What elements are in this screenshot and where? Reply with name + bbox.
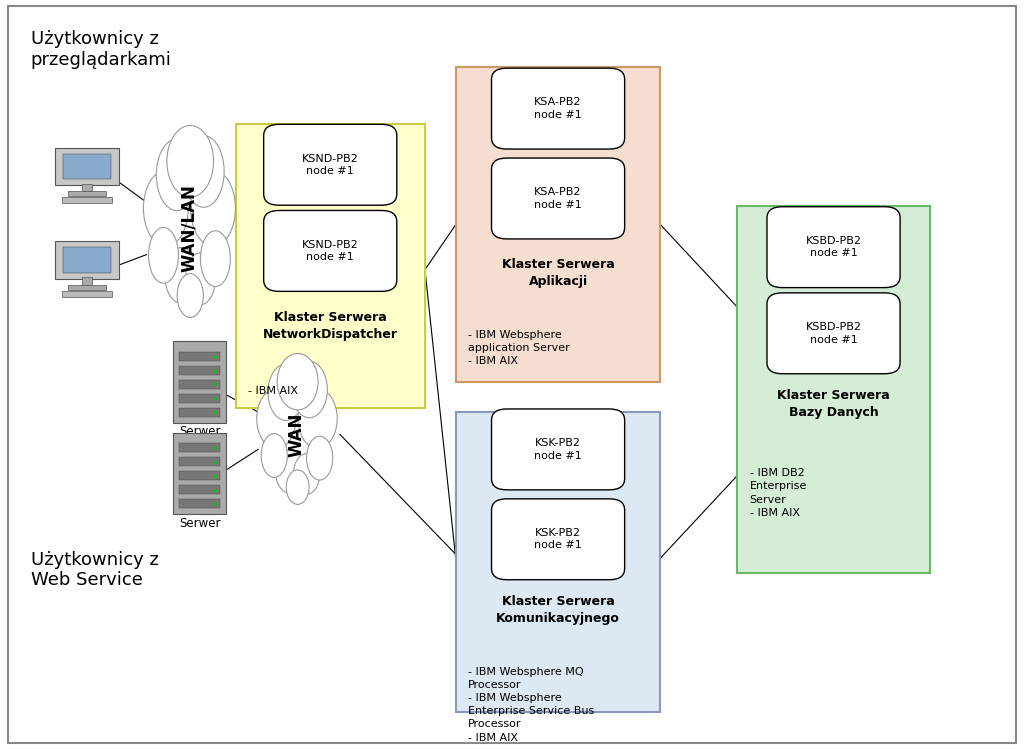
FancyBboxPatch shape bbox=[264, 124, 397, 205]
Bar bbox=[179, 407, 220, 416]
FancyBboxPatch shape bbox=[63, 247, 111, 273]
FancyBboxPatch shape bbox=[492, 68, 625, 149]
Ellipse shape bbox=[183, 136, 224, 207]
Ellipse shape bbox=[275, 449, 305, 494]
Ellipse shape bbox=[268, 364, 304, 420]
Text: - IBM AIX: - IBM AIX bbox=[248, 386, 298, 395]
Ellipse shape bbox=[156, 171, 223, 286]
Ellipse shape bbox=[185, 253, 215, 305]
Bar bbox=[179, 366, 220, 375]
Text: Klaster Serwera
Komunikacyjnego: Klaster Serwera Komunikacyjnego bbox=[497, 595, 620, 625]
Ellipse shape bbox=[143, 171, 188, 246]
Text: Klaster Serwera
Aplikacji: Klaster Serwera Aplikacji bbox=[502, 258, 614, 288]
Bar bbox=[68, 191, 106, 196]
Ellipse shape bbox=[157, 139, 198, 210]
Text: Użytkownicy z
przeglądarkami: Użytkownicy z przeglądarkami bbox=[31, 30, 172, 69]
Text: KSK-PB2
node #1: KSK-PB2 node #1 bbox=[535, 438, 582, 461]
Text: WAN: WAN bbox=[288, 412, 306, 457]
Bar bbox=[179, 352, 220, 361]
Text: KSK-PB2
node #1: KSK-PB2 node #1 bbox=[535, 528, 582, 551]
Bar bbox=[82, 184, 92, 191]
FancyBboxPatch shape bbox=[55, 241, 119, 279]
Ellipse shape bbox=[257, 389, 296, 449]
Ellipse shape bbox=[261, 434, 288, 477]
Ellipse shape bbox=[267, 389, 327, 480]
Ellipse shape bbox=[167, 126, 214, 197]
Text: KSA-PB2
node #1: KSA-PB2 node #1 bbox=[535, 97, 582, 120]
Text: - IBM Websphere MQ
Processor
- IBM Websphere
Enterprise Service Bus
Processor
- : - IBM Websphere MQ Processor - IBM Websp… bbox=[468, 667, 594, 742]
Ellipse shape bbox=[286, 470, 309, 504]
Text: KSND-PB2
node #1: KSND-PB2 node #1 bbox=[302, 154, 358, 176]
Bar bbox=[179, 458, 220, 467]
Ellipse shape bbox=[177, 273, 204, 318]
Text: KSA-PB2
node #1: KSA-PB2 node #1 bbox=[535, 187, 582, 210]
Text: - IBM DB2
Enterprise
Server
- IBM AIX: - IBM DB2 Enterprise Server - IBM AIX bbox=[750, 468, 807, 518]
Ellipse shape bbox=[294, 454, 319, 494]
Ellipse shape bbox=[292, 362, 328, 418]
Bar bbox=[179, 394, 220, 403]
Bar bbox=[179, 380, 220, 389]
Ellipse shape bbox=[190, 171, 236, 246]
Ellipse shape bbox=[278, 354, 318, 410]
FancyBboxPatch shape bbox=[767, 293, 900, 374]
FancyBboxPatch shape bbox=[236, 124, 425, 408]
Ellipse shape bbox=[165, 247, 199, 303]
FancyBboxPatch shape bbox=[63, 154, 111, 179]
FancyBboxPatch shape bbox=[492, 499, 625, 580]
FancyBboxPatch shape bbox=[456, 67, 660, 382]
Bar bbox=[179, 499, 220, 508]
Text: KSND-PB2
node #1: KSND-PB2 node #1 bbox=[302, 240, 358, 262]
Ellipse shape bbox=[306, 436, 333, 480]
Text: KSBD-PB2
node #1: KSBD-PB2 node #1 bbox=[806, 236, 861, 258]
Bar bbox=[179, 471, 220, 480]
Text: Serwer: Serwer bbox=[179, 425, 220, 438]
Text: WAN/LAN: WAN/LAN bbox=[180, 184, 199, 273]
Text: Klaster Serwera
Bazy Danych: Klaster Serwera Bazy Danych bbox=[777, 389, 890, 419]
FancyBboxPatch shape bbox=[767, 207, 900, 288]
Ellipse shape bbox=[201, 231, 230, 287]
Bar bbox=[82, 277, 92, 285]
Bar bbox=[179, 443, 220, 452]
Text: Serwer: Serwer bbox=[179, 517, 220, 530]
FancyBboxPatch shape bbox=[492, 158, 625, 239]
FancyBboxPatch shape bbox=[55, 148, 119, 185]
Text: - IBM Websphere
application Server
- IBM AIX: - IBM Websphere application Server - IBM… bbox=[468, 330, 569, 366]
Bar bbox=[68, 285, 106, 290]
Ellipse shape bbox=[148, 228, 178, 283]
FancyBboxPatch shape bbox=[8, 6, 1016, 743]
FancyBboxPatch shape bbox=[173, 342, 226, 422]
Bar bbox=[62, 291, 112, 297]
Text: Użytkownicy z
Web Service: Użytkownicy z Web Service bbox=[31, 551, 159, 589]
Ellipse shape bbox=[298, 389, 337, 449]
Text: KSBD-PB2
node #1: KSBD-PB2 node #1 bbox=[806, 322, 861, 345]
Text: Klaster Serwera
NetworkDispatcher: Klaster Serwera NetworkDispatcher bbox=[263, 311, 397, 341]
FancyBboxPatch shape bbox=[456, 412, 660, 712]
FancyBboxPatch shape bbox=[492, 409, 625, 490]
Bar bbox=[62, 197, 112, 203]
FancyBboxPatch shape bbox=[173, 433, 226, 514]
Bar bbox=[179, 485, 220, 494]
FancyBboxPatch shape bbox=[264, 210, 397, 291]
FancyBboxPatch shape bbox=[737, 206, 930, 573]
